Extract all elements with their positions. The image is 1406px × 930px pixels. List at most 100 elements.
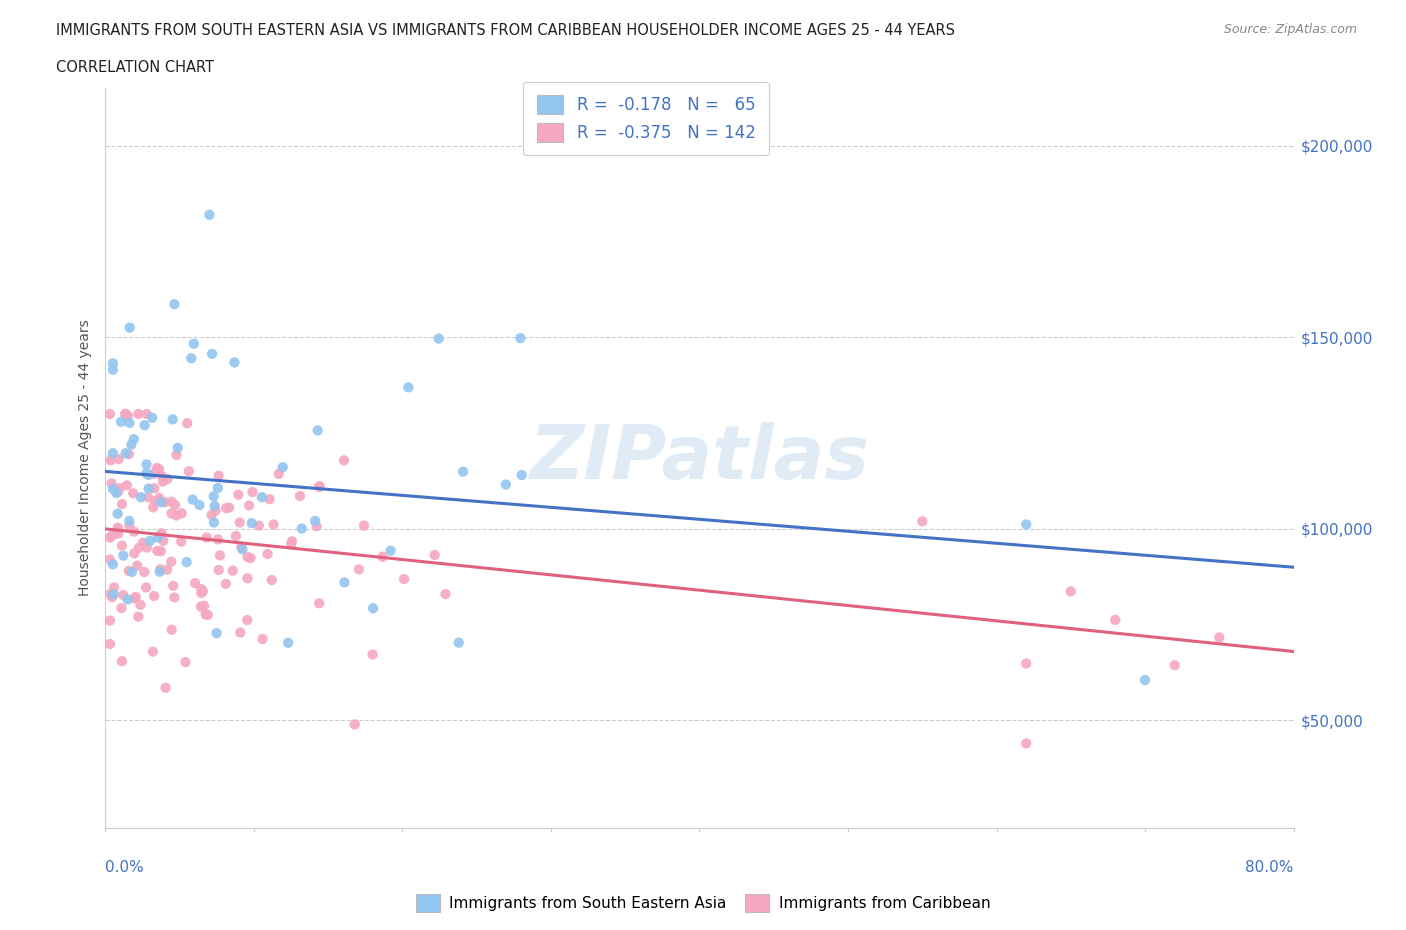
Point <box>190 586 212 601</box>
Point <box>143 494 166 509</box>
Point <box>114 406 136 421</box>
Point <box>135 466 157 481</box>
Point <box>208 468 231 483</box>
Point <box>146 543 169 558</box>
Point <box>288 488 311 503</box>
Point <box>228 515 250 530</box>
Point <box>124 546 146 561</box>
Point <box>291 521 314 536</box>
Point <box>165 508 187 523</box>
Point <box>434 587 457 602</box>
Legend: Immigrants from South Eastern Asia, Immigrants from Caribbean: Immigrants from South Eastern Asia, Immi… <box>409 888 997 918</box>
Point <box>112 548 135 563</box>
Point <box>103 587 125 602</box>
Point <box>250 490 273 505</box>
Point <box>118 564 141 578</box>
Point <box>509 331 531 346</box>
Point <box>143 481 166 496</box>
Point <box>162 578 184 593</box>
Point <box>141 410 163 425</box>
Point <box>911 514 934 529</box>
Point <box>101 356 124 371</box>
Point <box>98 406 121 421</box>
Point <box>142 466 165 481</box>
Point <box>1015 656 1038 671</box>
Point <box>163 590 186 604</box>
Point <box>202 489 225 504</box>
Point <box>208 563 231 578</box>
Text: 0.0%: 0.0% <box>105 860 145 875</box>
Point <box>190 581 212 596</box>
Point <box>101 445 124 460</box>
Point <box>152 474 174 489</box>
Point <box>107 452 129 467</box>
Point <box>129 597 152 612</box>
Point <box>176 416 198 431</box>
Point <box>98 552 121 567</box>
Point <box>103 580 125 595</box>
Point <box>156 563 179 578</box>
Point <box>150 525 173 540</box>
Point <box>101 557 124 572</box>
Point <box>118 513 141 528</box>
Point <box>122 486 145 501</box>
Point <box>271 459 294 474</box>
Point <box>184 576 207 591</box>
Point <box>118 416 141 431</box>
Point <box>142 644 165 659</box>
Point <box>98 637 121 652</box>
Point <box>111 497 134 512</box>
Point <box>107 520 129 535</box>
Point <box>1164 658 1187 672</box>
Point <box>117 408 139 423</box>
Point <box>122 525 145 539</box>
Point <box>148 461 170 476</box>
Point <box>136 540 159 555</box>
Point <box>229 625 252 640</box>
Point <box>170 534 193 549</box>
Point <box>152 469 174 484</box>
Point <box>180 351 202 365</box>
Point <box>308 479 330 494</box>
Point <box>256 547 278 562</box>
Point <box>105 485 128 500</box>
Point <box>1133 672 1156 687</box>
Point <box>181 492 204 507</box>
Point <box>100 476 122 491</box>
Point <box>242 485 264 499</box>
Point <box>149 527 172 542</box>
Point <box>174 655 197 670</box>
Point <box>146 530 169 545</box>
Text: 80.0%: 80.0% <box>1246 860 1294 875</box>
Point <box>122 591 145 605</box>
Point <box>195 530 218 545</box>
Point <box>207 481 229 496</box>
Point <box>98 587 121 602</box>
Point <box>139 534 162 549</box>
Point <box>280 537 302 551</box>
Point <box>138 481 160 496</box>
Point <box>149 544 172 559</box>
Point <box>201 347 224 362</box>
Point <box>160 506 183 521</box>
Point <box>114 445 136 460</box>
Point <box>343 717 366 732</box>
Point <box>108 481 131 496</box>
Point <box>190 599 212 614</box>
Point <box>101 528 124 543</box>
Point <box>427 331 450 346</box>
Point <box>222 564 245 578</box>
Point <box>277 635 299 650</box>
Point <box>176 554 198 569</box>
Point <box>121 565 143 579</box>
Point <box>118 320 141 335</box>
Point <box>153 495 176 510</box>
Point <box>125 590 148 604</box>
Point <box>305 519 328 534</box>
Point <box>148 490 170 505</box>
Point <box>110 415 132 430</box>
Point <box>120 437 142 452</box>
Point <box>143 589 166 604</box>
Point <box>149 565 172 579</box>
Point <box>215 577 238 591</box>
